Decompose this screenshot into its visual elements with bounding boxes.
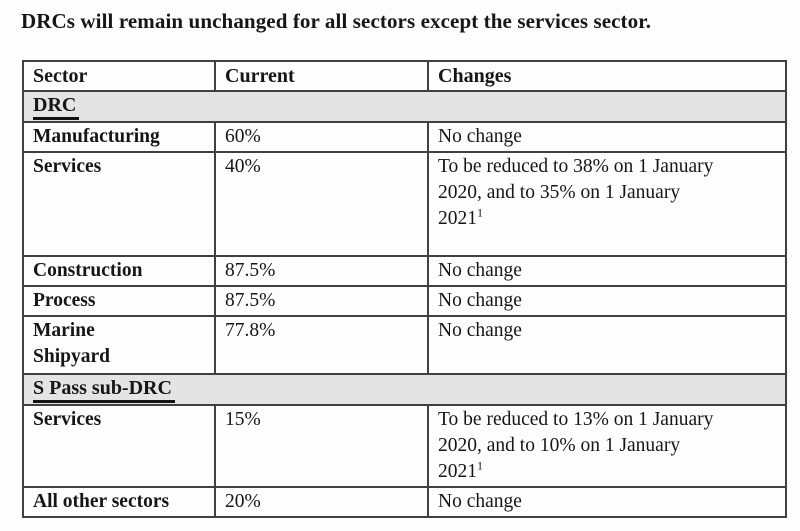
sector-cell: Services [22, 151, 216, 258]
changes-cell: No change [427, 121, 787, 154]
section-cell: DRC [22, 90, 787, 124]
sector-cell: All other sectors [22, 486, 216, 519]
section-label-drc: DRC [33, 93, 80, 121]
section-label-s-pass: S Pass sub-DRC [33, 376, 175, 404]
table-row-services-s-pass: Services 15% To be reduced to 13% on 1 J… [22, 404, 787, 489]
table-row-all-other-sectors: All other sectors 20% No change [22, 486, 787, 519]
table-header-row: Sector Current Changes [22, 60, 787, 93]
changes-text: To be reduced to 38% on 1 January 2020, … [438, 156, 714, 230]
changes-cell: No change [427, 315, 787, 376]
table-row-marine-shipyard: Marine Shipyard 77.8% No change [22, 315, 787, 376]
footnote-reference: 1 [477, 205, 483, 220]
column-header-current: Current [214, 60, 429, 93]
table-row-services-drc: Services 40% To be reduced to 38% on 1 J… [22, 151, 787, 258]
column-header-sector: Sector [22, 60, 216, 93]
current-cell: 87.5% [214, 255, 429, 288]
table-row-process: Process 87.5% No change [22, 285, 787, 318]
table-row-construction: Construction 87.5% No change [22, 255, 787, 288]
table-row-manufacturing: Manufacturing 60% No change [22, 121, 787, 154]
section-row-drc: DRC [22, 90, 787, 124]
current-cell: 40% [214, 151, 429, 258]
footnote-reference: 1 [477, 458, 483, 473]
section-row-s-pass-sub-drc: S Pass sub-DRC [22, 373, 787, 407]
changes-cell: No change [427, 255, 787, 288]
changes-cell: To be reduced to 13% on 1 January 2020, … [427, 404, 787, 489]
current-cell: 60% [214, 121, 429, 154]
changes-cell: No change [427, 486, 787, 519]
drc-table: Sector Current Changes DRC Manufacturing… [22, 60, 787, 519]
sector-cell: Services [22, 404, 216, 489]
page-title: DRCs will remain unchanged for all secto… [21, 9, 652, 33]
changes-cell: No change [427, 285, 787, 318]
section-cell: S Pass sub-DRC [22, 373, 787, 407]
current-cell: 77.8% [214, 315, 429, 376]
sector-cell: Manufacturing [22, 121, 216, 154]
column-header-changes: Changes [427, 60, 787, 93]
changes-cell: To be reduced to 38% on 1 January 2020, … [427, 151, 787, 258]
current-cell: 15% [214, 404, 429, 489]
current-cell: 87.5% [214, 285, 429, 318]
sector-cell: Construction [22, 255, 216, 288]
current-cell: 20% [214, 486, 429, 519]
sector-cell: Process [22, 285, 216, 318]
sector-cell: Marine Shipyard [22, 315, 216, 376]
changes-text: To be reduced to 13% on 1 January 2020, … [438, 409, 714, 483]
